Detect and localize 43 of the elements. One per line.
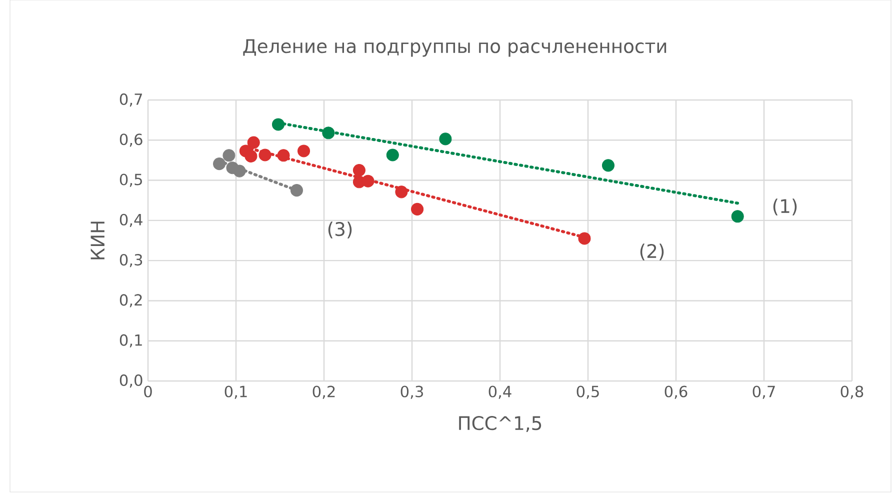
y-tick-label: 0,2	[120, 294, 142, 308]
y-tick-label: 0,3	[120, 254, 142, 268]
point	[362, 174, 374, 188]
y-tick-label: 0,4	[120, 214, 142, 228]
point	[578, 232, 591, 245]
x-tick-label: 0,4	[488, 386, 512, 399]
point	[731, 210, 744, 223]
point	[395, 186, 408, 198]
point	[233, 164, 246, 178]
point	[297, 144, 310, 158]
point	[213, 158, 226, 170]
x-tick-label: 0,7	[752, 386, 775, 399]
point	[411, 202, 424, 216]
point	[244, 150, 258, 162]
y-tick-label: 0,6	[120, 134, 142, 147]
point	[272, 118, 285, 131]
x-tick-label: 0	[144, 386, 152, 398]
x-tick-label: 0,6	[664, 386, 688, 399]
y-tick-label: 0,5	[120, 174, 142, 187]
point	[290, 184, 303, 197]
point	[322, 126, 335, 140]
y-tick-label: 0,0	[120, 374, 142, 388]
point	[277, 149, 290, 162]
point	[602, 159, 615, 172]
point	[258, 148, 272, 162]
x-tick-label: 0,2	[312, 386, 335, 399]
point	[222, 149, 236, 162]
y-tick-label: 0,7	[120, 93, 142, 107]
point	[439, 132, 452, 146]
x-tick-label: 0,8	[840, 386, 864, 399]
x-tick-label: 0,3	[400, 386, 423, 399]
y-tick-label: 0,1	[120, 334, 142, 348]
point	[247, 136, 260, 149]
chart-title: Деление на подгруппы по расчлененности	[243, 39, 666, 57]
annotation: (1)	[773, 198, 797, 216]
y-axis-title: КИН	[90, 222, 104, 260]
annotation: (3)	[328, 222, 352, 238]
x-tick-label: 0,1	[224, 386, 247, 399]
x-tick-label: 0,5	[576, 386, 599, 399]
x-axis-title: ПСС^1,5	[459, 416, 542, 432]
point	[386, 148, 399, 162]
annotation: (2)	[640, 244, 664, 260]
point	[352, 164, 366, 177]
